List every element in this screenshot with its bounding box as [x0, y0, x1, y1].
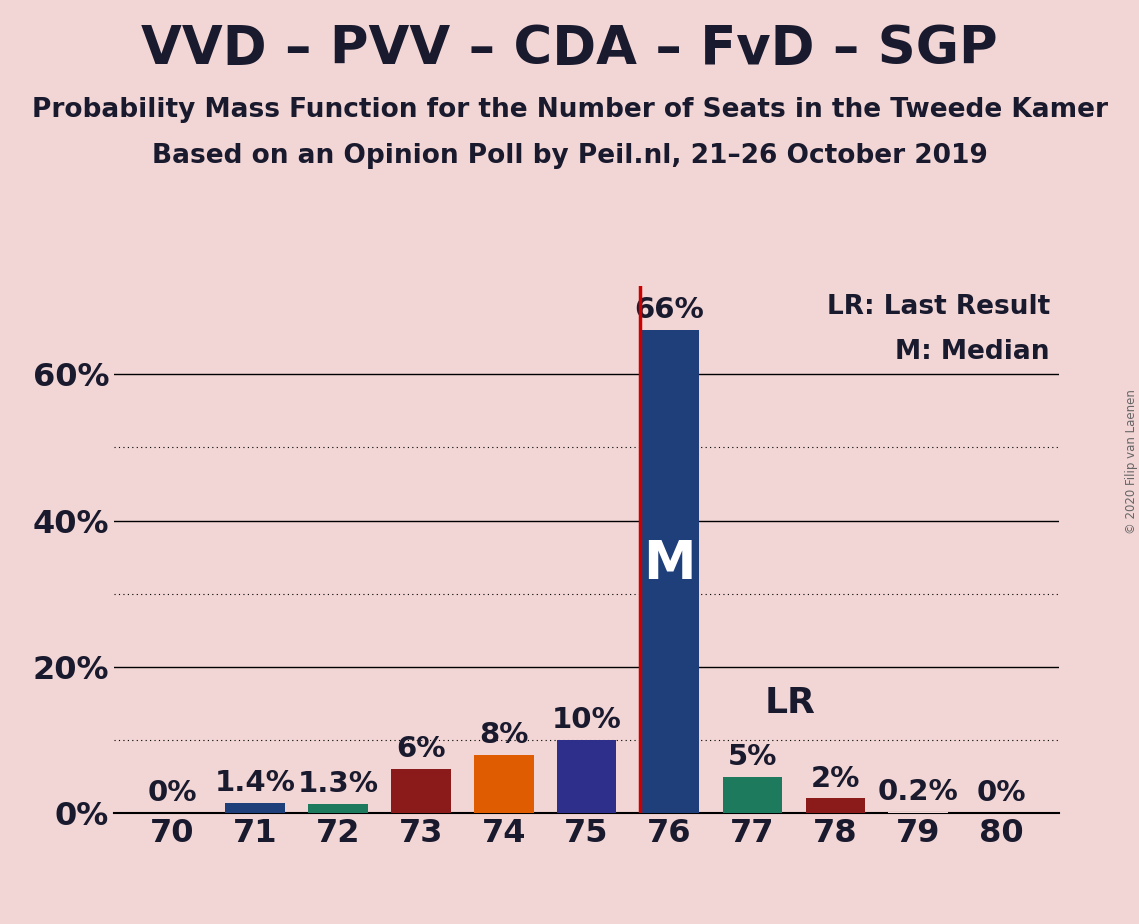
Bar: [557, 740, 616, 813]
Bar: [722, 776, 782, 813]
Text: 6%: 6%: [396, 736, 445, 763]
Bar: [805, 798, 866, 813]
Text: M: M: [644, 539, 696, 590]
Text: LR: Last Result: LR: Last Result: [827, 295, 1050, 321]
Text: LR: LR: [765, 687, 816, 721]
Bar: [474, 755, 533, 813]
Text: 0%: 0%: [147, 779, 197, 808]
Text: 1.3%: 1.3%: [297, 770, 378, 797]
Bar: [226, 803, 285, 813]
Bar: [308, 804, 368, 813]
Text: Probability Mass Function for the Number of Seats in the Tweede Kamer: Probability Mass Function for the Number…: [32, 97, 1107, 123]
Text: VVD – PVV – CDA – FvD – SGP: VVD – PVV – CDA – FvD – SGP: [141, 23, 998, 75]
Text: 5%: 5%: [728, 743, 777, 771]
Bar: [888, 811, 948, 813]
Text: 66%: 66%: [634, 297, 704, 324]
Text: 8%: 8%: [480, 721, 528, 748]
Bar: [640, 331, 699, 813]
Text: 2%: 2%: [811, 765, 860, 793]
Text: M: Median: M: Median: [895, 339, 1050, 365]
Text: © 2020 Filip van Laenen: © 2020 Filip van Laenen: [1124, 390, 1138, 534]
Bar: [391, 769, 451, 813]
Text: 0%: 0%: [976, 779, 1026, 808]
Text: 1.4%: 1.4%: [214, 769, 295, 797]
Text: Based on an Opinion Poll by Peil.nl, 21–26 October 2019: Based on an Opinion Poll by Peil.nl, 21–…: [151, 143, 988, 169]
Text: 0.2%: 0.2%: [878, 778, 959, 806]
Text: 10%: 10%: [551, 706, 622, 734]
